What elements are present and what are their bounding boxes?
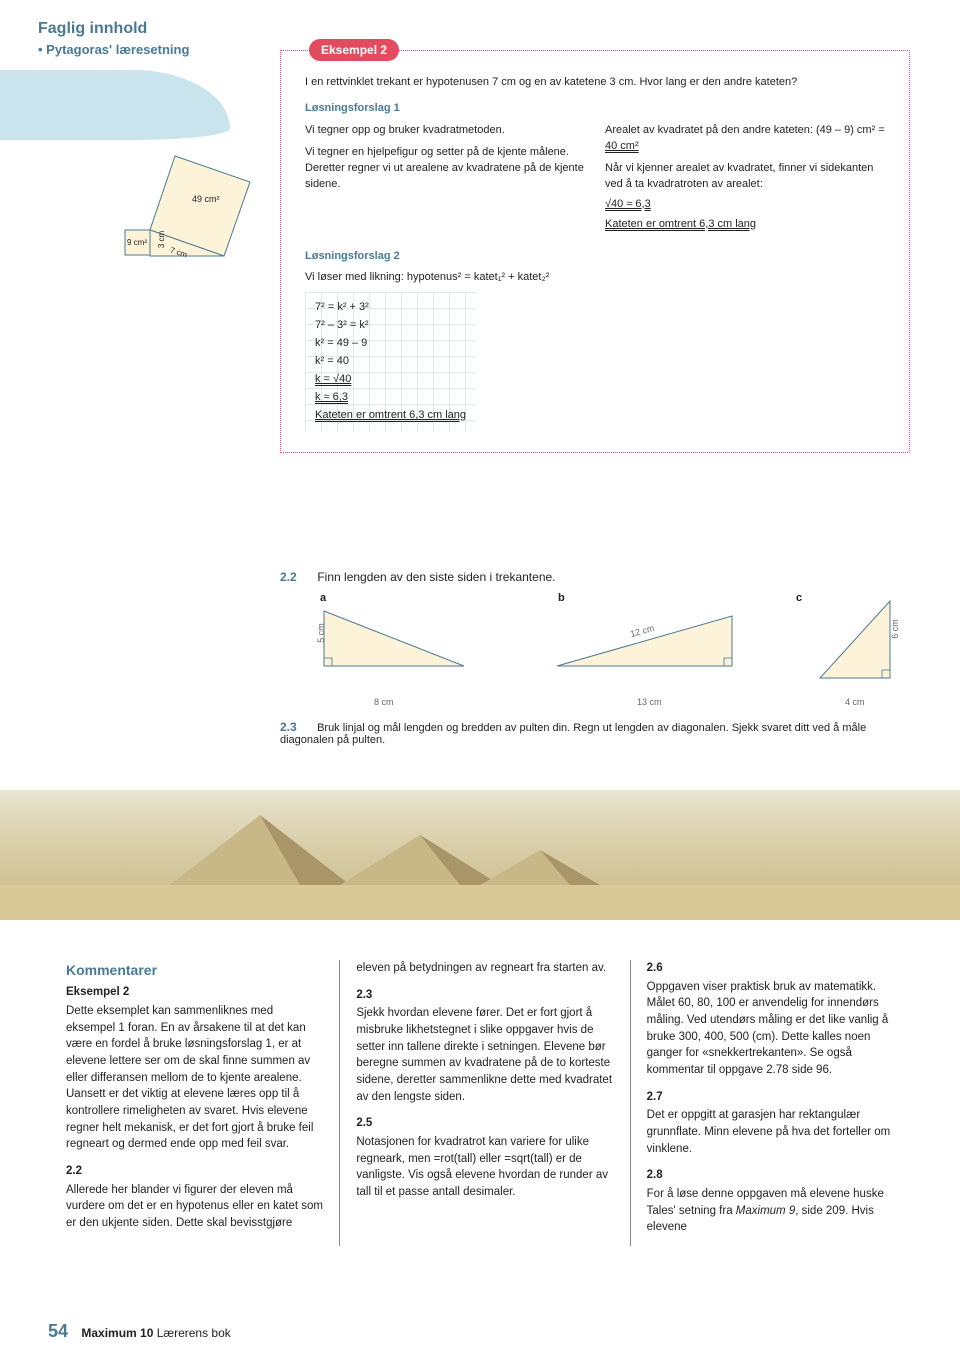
s23-title: 2.3 [356, 987, 613, 1004]
triangle-c: c 6 cm 4 cm [790, 596, 910, 691]
faglig-item: Pytagoras' læresetning [38, 42, 189, 57]
equation-grid: 7² = k² + 3² 7² – 3² = k² k² = 49 – 9 k²… [305, 292, 476, 432]
triangles-row: a 5 cm 8 cm b 12 cm 13 cm c 6 cm 4 c [280, 596, 910, 691]
losn2-intro: Vi løser med likning: hypotenus² = katet… [305, 270, 885, 286]
eq2: 7² – 3² = k² [315, 318, 466, 334]
eq6: k ≈ 6,3 [315, 390, 466, 406]
losn1-r1: Arealet av kvadratet på den andre katete… [605, 123, 885, 155]
eq3: k² = 49 – 9 [315, 336, 466, 352]
page-number: 54 [48, 1321, 68, 1341]
ex22-text: Finn lengden av den siste siden i trekan… [317, 570, 555, 584]
ex23-text: Bruk linjal og mål lengden og bredden av… [280, 722, 866, 746]
losn1-title: Løsningsforslag 1 [305, 101, 885, 117]
book-title: Maximum 10 [81, 1326, 153, 1340]
eksempel-intro: I en rettvinklet trekant er hypotenusen … [305, 75, 885, 91]
losn1-p1: Vi tegner opp og bruker kvadratmetoden. [305, 123, 585, 139]
eksempel-badge: Eksempel 2 [309, 39, 399, 61]
col-3: 2.6 Oppgaven viser praktisk bruk av mate… [630, 960, 920, 1246]
eq7: Kateten er omtrent 6,3 cm lang [315, 408, 466, 424]
label-49: 49 cm² [192, 194, 220, 204]
s28-body: For å løse denne oppgaven må elevene hus… [647, 1186, 904, 1236]
losn2-title: Løsningsforslag 2 [305, 249, 885, 265]
decorative-splash [0, 70, 230, 140]
triangle-b: b 12 cm 13 cm [552, 596, 732, 691]
s25-title: 2.5 [356, 1115, 613, 1132]
losn1-r3: √40 ≈ 6,3 [605, 197, 885, 213]
exercise-2-2: 2.2 Finn lengden av den siste siden i tr… [280, 570, 910, 691]
s22-body: Allerede her blander vi figurer der elev… [66, 1182, 323, 1232]
comments-columns: Kommentarer Eksempel 2 Dette eksemplet k… [50, 960, 920, 1246]
s26-body: Oppgaven viser praktisk bruk av matemati… [647, 979, 904, 1079]
ex23-num: 2.3 [280, 720, 314, 734]
eq4: k² = 40 [315, 354, 466, 370]
book-sub: Lærerens bok [153, 1326, 230, 1340]
losn1-r4: Kateten er omtrent 6,3 cm lang [605, 217, 885, 233]
eq1: 7² = k² + 3² [315, 300, 466, 316]
s23-body: Sjekk hvordan elevene fører. Det er fort… [356, 1005, 613, 1105]
losn1-r2: Når vi kjenner arealet av kvadratet, fin… [605, 161, 885, 193]
eq5: k = √40 [315, 372, 466, 388]
e2-body: Dette eksemplet kan sammenliknes med eks… [66, 1003, 323, 1153]
faglig-title: Faglig innhold [38, 20, 189, 38]
exercise-2-3: 2.3 Bruk linjal og mål lengden og bredde… [280, 720, 900, 746]
label-3cm: 3 cm [157, 231, 166, 248]
komm-title: Kommentarer [66, 960, 323, 980]
s25-body: Notasjonen for kvadratrot kan variere fo… [356, 1134, 613, 1201]
col-2: eleven på betydningen av regneart fra st… [339, 960, 629, 1246]
s22-title: 2.2 [66, 1163, 323, 1180]
losn1-p2: Vi tegner en hjelpefigur og setter på de… [305, 145, 585, 193]
c2-p1: eleven på betydningen av regneart fra st… [356, 960, 613, 977]
square-method-figure: 49 cm² 9 cm² 3 cm 7 cm [120, 150, 260, 270]
col-1: Kommentarer Eksempel 2 Dette eksemplet k… [50, 960, 339, 1246]
s27-title: 2.7 [647, 1089, 904, 1106]
e2-title: Eksempel 2 [66, 984, 323, 1001]
s28-title: 2.8 [647, 1167, 904, 1184]
s26-title: 2.6 [647, 960, 904, 977]
ex22-num: 2.2 [280, 570, 314, 584]
page-footer: 54 Maximum 10 Lærerens bok [48, 1321, 231, 1342]
eksempel-box: Eksempel 2 I en rettvinklet trekant er h… [280, 50, 910, 453]
s27-body: Det er oppgitt at garasjen har rektangul… [647, 1107, 904, 1157]
triangle-a: a 5 cm 8 cm [314, 596, 494, 691]
pyramids-illustration [0, 790, 960, 920]
faglig-header: Faglig innhold Pytagoras' læresetning [38, 20, 189, 57]
label-9: 9 cm² [127, 238, 147, 247]
